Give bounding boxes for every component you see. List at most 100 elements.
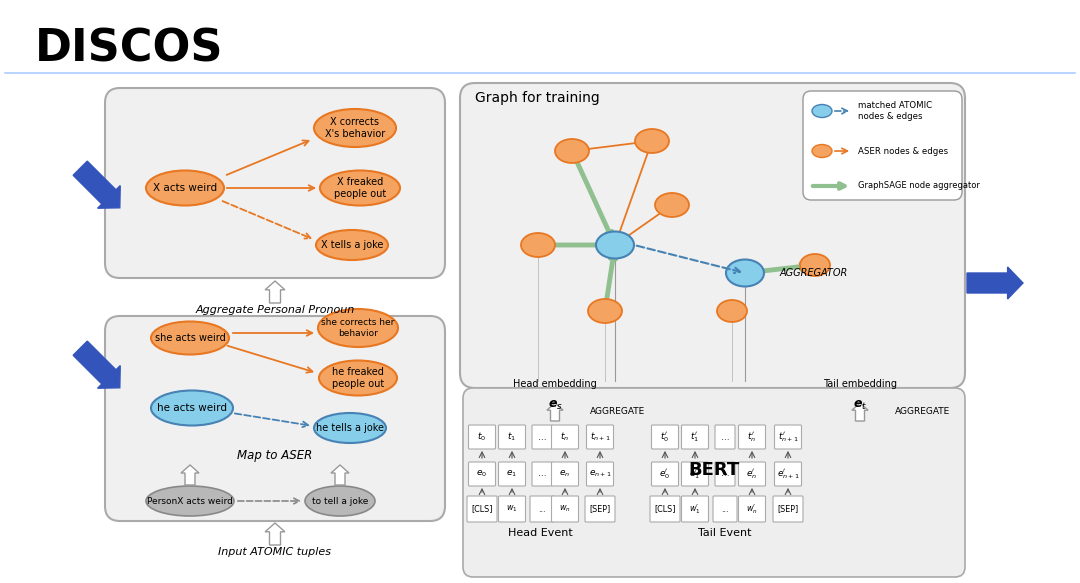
Text: he tells a joke: he tells a joke bbox=[316, 423, 384, 433]
Text: $t_{n+1}$: $t_{n+1}$ bbox=[590, 431, 610, 443]
FancyBboxPatch shape bbox=[651, 462, 678, 486]
FancyBboxPatch shape bbox=[650, 496, 680, 522]
Text: $e_1$: $e_1$ bbox=[507, 469, 517, 479]
Ellipse shape bbox=[717, 300, 747, 322]
FancyBboxPatch shape bbox=[469, 425, 496, 449]
FancyBboxPatch shape bbox=[499, 425, 526, 449]
Ellipse shape bbox=[812, 104, 832, 118]
FancyBboxPatch shape bbox=[651, 425, 678, 449]
Ellipse shape bbox=[146, 170, 224, 205]
FancyBboxPatch shape bbox=[499, 496, 526, 522]
Text: $t_1$: $t_1$ bbox=[508, 431, 516, 443]
Text: DISCOS: DISCOS bbox=[35, 28, 224, 71]
Text: $t_1'$: $t_1'$ bbox=[690, 430, 700, 444]
Text: Head Event: Head Event bbox=[508, 528, 572, 538]
Text: [SEP]: [SEP] bbox=[590, 504, 610, 514]
Text: $e_n'$: $e_n'$ bbox=[746, 467, 757, 481]
Text: $w_1$: $w_1$ bbox=[507, 504, 517, 514]
Text: $\boldsymbol{e}_s$: $\boldsymbol{e}_s$ bbox=[548, 399, 563, 412]
Text: she acts weird: she acts weird bbox=[154, 333, 226, 343]
Ellipse shape bbox=[146, 486, 234, 516]
FancyBboxPatch shape bbox=[532, 425, 552, 449]
Text: $e_n$: $e_n$ bbox=[559, 469, 570, 479]
Text: ...: ... bbox=[720, 433, 729, 441]
Text: Graph for training: Graph for training bbox=[475, 91, 599, 105]
Text: ...: ... bbox=[538, 504, 545, 514]
Text: ...: ... bbox=[538, 469, 546, 479]
FancyBboxPatch shape bbox=[532, 462, 552, 486]
Ellipse shape bbox=[596, 231, 634, 258]
Text: X tells a joke: X tells a joke bbox=[321, 240, 383, 250]
Text: BERT: BERT bbox=[688, 461, 740, 479]
Ellipse shape bbox=[151, 321, 229, 354]
Ellipse shape bbox=[151, 391, 233, 426]
Text: ...: ... bbox=[538, 433, 546, 441]
FancyBboxPatch shape bbox=[585, 496, 615, 522]
Text: X freaked
people out: X freaked people out bbox=[334, 177, 387, 199]
Ellipse shape bbox=[555, 139, 589, 163]
Text: $w_n$: $w_n$ bbox=[559, 504, 571, 514]
FancyArrow shape bbox=[265, 523, 285, 545]
FancyBboxPatch shape bbox=[105, 316, 445, 521]
Text: Head embedding: Head embedding bbox=[513, 379, 597, 389]
Text: ASER nodes & edges: ASER nodes & edges bbox=[858, 146, 948, 156]
Text: AGGREGATE: AGGREGATE bbox=[895, 406, 950, 416]
Text: Tail embedding: Tail embedding bbox=[823, 379, 897, 389]
Ellipse shape bbox=[521, 233, 555, 257]
Text: AGGREGATOR: AGGREGATOR bbox=[780, 268, 848, 278]
FancyBboxPatch shape bbox=[552, 425, 579, 449]
Ellipse shape bbox=[318, 309, 399, 347]
FancyArrow shape bbox=[546, 403, 563, 421]
Ellipse shape bbox=[314, 109, 396, 147]
Ellipse shape bbox=[635, 129, 669, 153]
FancyBboxPatch shape bbox=[499, 462, 526, 486]
Text: X acts weird: X acts weird bbox=[153, 183, 217, 193]
Text: Aggregate Personal Pronoun: Aggregate Personal Pronoun bbox=[195, 305, 354, 315]
Text: $t_n'$: $t_n'$ bbox=[747, 430, 757, 444]
Text: AGGREGATE: AGGREGATE bbox=[590, 406, 645, 416]
FancyBboxPatch shape bbox=[681, 462, 708, 486]
FancyBboxPatch shape bbox=[774, 462, 801, 486]
FancyBboxPatch shape bbox=[105, 88, 445, 278]
Text: GraphSAGE node aggregator: GraphSAGE node aggregator bbox=[858, 181, 980, 191]
Text: $t_n$: $t_n$ bbox=[561, 431, 569, 443]
Text: $e_0'$: $e_0'$ bbox=[660, 467, 671, 481]
Ellipse shape bbox=[726, 259, 764, 286]
FancyBboxPatch shape bbox=[773, 496, 804, 522]
Text: ...: ... bbox=[721, 504, 729, 514]
FancyBboxPatch shape bbox=[586, 425, 613, 449]
FancyBboxPatch shape bbox=[715, 462, 735, 486]
Text: ...: ... bbox=[720, 469, 729, 479]
FancyArrow shape bbox=[265, 281, 285, 303]
Text: Input ATOMIC tuples: Input ATOMIC tuples bbox=[218, 547, 332, 557]
Ellipse shape bbox=[654, 193, 689, 217]
Text: [CLS]: [CLS] bbox=[471, 504, 492, 514]
FancyBboxPatch shape bbox=[460, 83, 966, 388]
Text: he freaked
people out: he freaked people out bbox=[332, 367, 384, 389]
Text: Map to ASER: Map to ASER bbox=[238, 448, 312, 462]
FancyArrow shape bbox=[73, 341, 120, 388]
Ellipse shape bbox=[305, 486, 375, 516]
FancyBboxPatch shape bbox=[739, 425, 766, 449]
FancyBboxPatch shape bbox=[739, 496, 766, 522]
FancyArrow shape bbox=[330, 465, 349, 485]
Ellipse shape bbox=[316, 230, 388, 260]
FancyBboxPatch shape bbox=[681, 496, 708, 522]
FancyBboxPatch shape bbox=[552, 496, 579, 522]
FancyBboxPatch shape bbox=[552, 462, 579, 486]
FancyBboxPatch shape bbox=[804, 91, 962, 200]
Text: $t_0'$: $t_0'$ bbox=[661, 430, 670, 444]
Text: $w_1'$: $w_1'$ bbox=[689, 502, 701, 516]
FancyBboxPatch shape bbox=[463, 388, 966, 577]
FancyArrow shape bbox=[73, 161, 120, 208]
Text: $t_{n+1}'$: $t_{n+1}'$ bbox=[778, 430, 798, 444]
Text: $\boldsymbol{e}_t$: $\boldsymbol{e}_t$ bbox=[853, 399, 867, 412]
Text: $e_{n+1}$: $e_{n+1}$ bbox=[589, 469, 611, 479]
Text: $t_0$: $t_0$ bbox=[477, 431, 487, 443]
Text: she corrects her
behavior: she corrects her behavior bbox=[322, 318, 394, 338]
Text: [SEP]: [SEP] bbox=[778, 504, 798, 514]
Text: matched ATOMIC
nodes & edges: matched ATOMIC nodes & edges bbox=[858, 101, 932, 121]
FancyBboxPatch shape bbox=[715, 425, 735, 449]
Ellipse shape bbox=[320, 170, 400, 205]
Text: X corrects
X's behavior: X corrects X's behavior bbox=[325, 117, 386, 139]
